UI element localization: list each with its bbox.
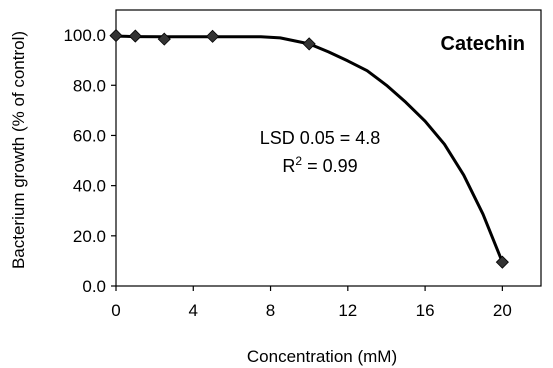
y-tick-label: 60.0 <box>73 126 106 145</box>
x-tick-label: 8 <box>266 301 275 320</box>
series-layer <box>109 29 509 269</box>
tick-labels: 0.0 20.0 40.0 60.0 80.0 100.0 0 4 8 12 16 20 <box>63 26 511 320</box>
x-tick-label: 16 <box>416 301 435 320</box>
data-point <box>495 255 509 269</box>
x-tick-label: 20 <box>493 301 512 320</box>
x-tick-label: 0 <box>111 301 120 320</box>
y-tick-label: 100.0 <box>63 26 106 45</box>
x-tick-label: 4 <box>189 301 198 320</box>
y-axis-title: Bacterium growth (% of control) <box>9 31 28 269</box>
y-tick-label: 80.0 <box>73 76 106 95</box>
lsd-annotation: LSD 0.05 = 4.8 <box>260 128 381 148</box>
x-axis-title: Concentration (mM) <box>247 347 397 366</box>
series-line <box>114 34 504 264</box>
data-point <box>128 29 142 43</box>
r2-superscript: 2 <box>295 154 302 168</box>
plot-frame <box>115 9 542 287</box>
x-tick-label: 12 <box>338 301 357 320</box>
data-point <box>302 37 316 51</box>
r2-annotation: R2 = 0.99 <box>282 154 357 176</box>
r2-suffix: = 0.99 <box>302 156 358 176</box>
r2-prefix: R <box>282 156 295 176</box>
data-point <box>157 32 171 46</box>
y-tick-label: 20.0 <box>73 227 106 246</box>
data-point <box>206 29 220 43</box>
y-tick-label: 0.0 <box>82 277 106 296</box>
y-tick-label: 40.0 <box>73 177 106 196</box>
data-point <box>109 29 123 43</box>
chart-title: Catechin <box>441 33 525 55</box>
ticks <box>111 34 503 291</box>
plot-area-border <box>115 9 542 287</box>
